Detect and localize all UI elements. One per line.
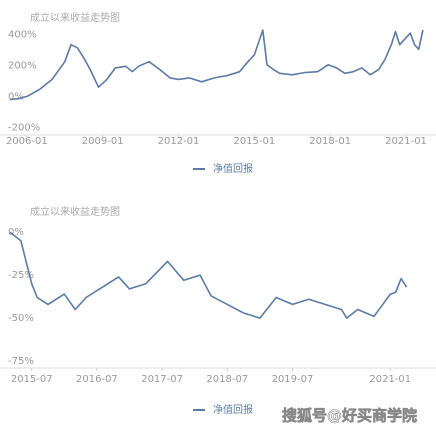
- chart-title: 成立以来收益走势图: [30, 11, 120, 24]
- x-tick-label: 2015-07: [11, 374, 53, 385]
- x-tick-label: 2018-01: [309, 136, 351, 147]
- x-tick-label: 2021-01: [369, 374, 411, 385]
- x-tick-label: 2017-07: [141, 374, 183, 385]
- chart-title: 成立以来收益走势图: [30, 205, 120, 218]
- data-line: [9, 231, 408, 319]
- x-tick-label: 2021-01: [385, 136, 427, 147]
- x-tick-label: 2016-07: [76, 374, 118, 385]
- x-tick-label: 2018-07: [206, 374, 248, 385]
- x-tick-label: 2006-01: [6, 136, 48, 147]
- y-tick-label: -200%: [8, 122, 40, 133]
- y-tick-label: 0%: [8, 227, 24, 238]
- legend-label: 净值回报: [213, 162, 253, 175]
- data-line: [9, 29, 424, 101]
- y-tick-label: 0%: [8, 91, 24, 102]
- y-tick-label: -75%: [8, 356, 34, 367]
- y-tick-label: -50%: [8, 313, 34, 324]
- y-tick-label: 200%: [8, 61, 37, 72]
- x-tick-label: 2009-01: [82, 136, 124, 147]
- x-tick-label: 2019-07: [272, 374, 314, 385]
- x-tick-label: 2015-01: [233, 136, 275, 147]
- y-tick-label: -25%: [8, 270, 34, 281]
- legend-label: 净值回报: [213, 403, 253, 416]
- x-tick-label: 2012-01: [158, 136, 200, 147]
- y-tick-label: 400%: [8, 30, 37, 41]
- watermark: 搜狐号@好买商学院: [282, 407, 417, 425]
